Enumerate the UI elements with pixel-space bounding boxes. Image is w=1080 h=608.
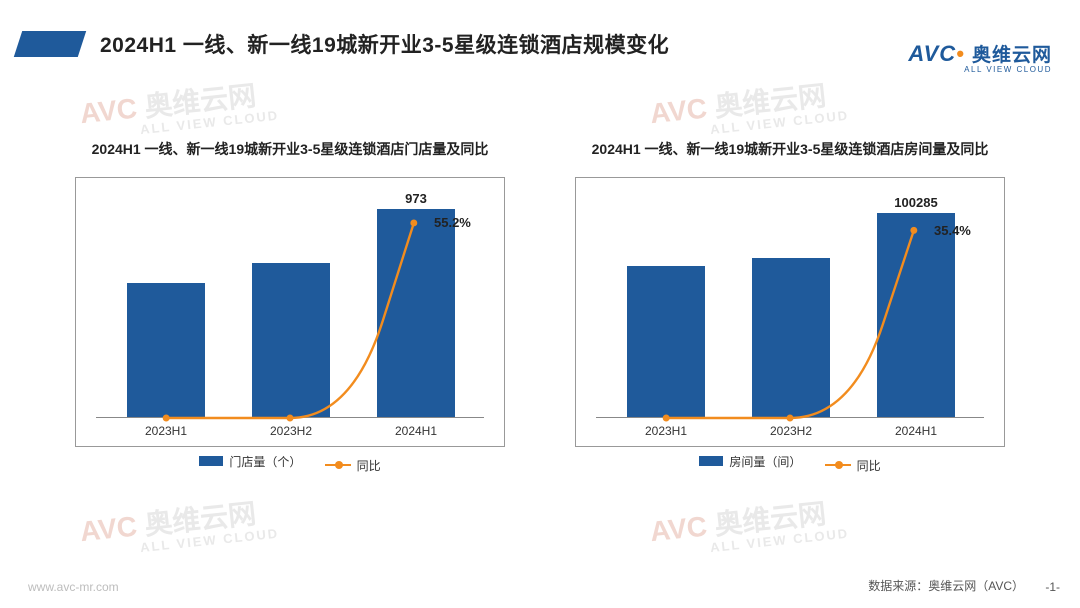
- growth-label: 55.2%: [434, 215, 471, 230]
- x-tick-label: 2023H1: [127, 424, 205, 438]
- legend-line: 同比: [325, 457, 381, 474]
- chart-stores: 2024H1 一线、新一线19城新开业3-5星级连锁酒店门店量及同比 2023H…: [65, 140, 515, 474]
- legend-line: 同比: [825, 457, 881, 474]
- bar-value-label: 973: [377, 191, 455, 206]
- x-tick-label: 2023H2: [752, 424, 830, 438]
- growth-line: [596, 206, 984, 418]
- growth-label: 35.4%: [934, 223, 971, 238]
- x-tick-label: 2024H1: [877, 424, 955, 438]
- plot-area: 2023H12023H22024H197355.2%: [96, 206, 484, 418]
- watermark: AVC 奥维云网ALL VIEW CLOUD: [648, 72, 850, 143]
- x-tick-label: 2023H2: [252, 424, 330, 438]
- page-number: -1-: [1045, 580, 1060, 594]
- slide: { "header": { "title": "2024H1 一线、新一线19城…: [0, 0, 1080, 608]
- page-title: 2024H1 一线、新一线19城新开业3-5星级连锁酒店规模变化: [100, 29, 669, 59]
- growth-line: [96, 206, 484, 418]
- legend: 门店量（个） 同比: [65, 453, 515, 474]
- legend-bar: 房间量（间）: [699, 453, 801, 470]
- watermark: AVC 奥维云网ALL VIEW CLOUD: [78, 72, 280, 143]
- watermark: AVC 奥维云网ALL VIEW CLOUD: [78, 490, 280, 561]
- header: 2024H1 一线、新一线19城新开业3-5星级连锁酒店规模变化 AVC• 奥维…: [0, 24, 1080, 64]
- plot-area: 2023H12023H22024H110028535.4%: [596, 206, 984, 418]
- chart-title: 2024H1 一线、新一线19城新开业3-5星级连锁酒店房间量及同比: [565, 140, 1015, 159]
- footer-url: www.avc-mr.com: [28, 580, 119, 594]
- x-tick-label: 2024H1: [377, 424, 455, 438]
- legend-bar: 门店量（个）: [199, 453, 301, 470]
- title-flag-icon: [14, 31, 86, 57]
- chart-box: 2023H1 2023H2 2024H1 973 55.2%: [75, 177, 505, 447]
- brand-logo: AVC• 奥维云网 ALL VIEW CLOUD: [908, 40, 1052, 74]
- chart-rooms: 2024H1 一线、新一线19城新开业3-5星级连锁酒店房间量及同比 2023H…: [565, 140, 1015, 474]
- charts-row: 2024H1 一线、新一线19城新开业3-5星级连锁酒店门店量及同比 2023H…: [0, 140, 1080, 474]
- legend: 房间量（间） 同比: [565, 453, 1015, 474]
- chart-box: 2023H12023H22024H110028535.4%: [575, 177, 1005, 447]
- footer-source: 数据来源：奥维云网（AVC）: [868, 577, 1024, 594]
- x-tick-label: 2023H1: [627, 424, 705, 438]
- watermark: AVC 奥维云网ALL VIEW CLOUD: [648, 490, 850, 561]
- chart-title: 2024H1 一线、新一线19城新开业3-5星级连锁酒店门店量及同比: [65, 140, 515, 159]
